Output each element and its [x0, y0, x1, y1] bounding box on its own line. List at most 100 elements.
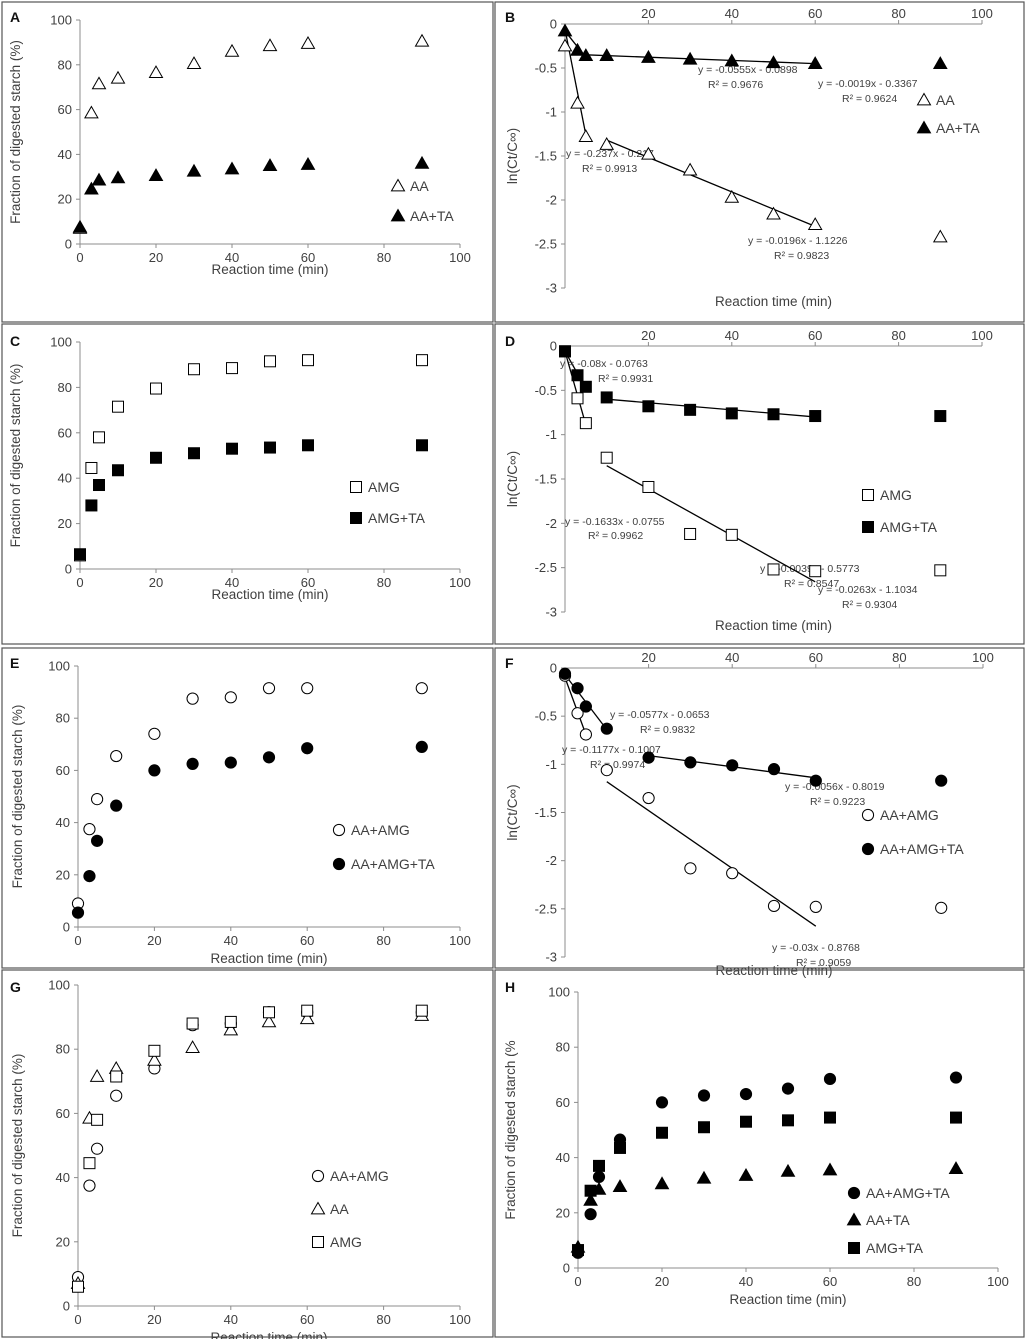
panel-c-data-point — [93, 479, 105, 492]
panel-h-legend: AA+AMG+TA AA+TA AMG+TA — [846, 1185, 950, 1256]
panel-h-y-tick-label: 60 — [556, 1095, 570, 1110]
panel-d-data-point — [684, 403, 697, 416]
panel-a-data-point — [84, 181, 99, 195]
panel-a-y-tick-label: 100 — [50, 13, 72, 28]
panel-d-fit-r2: R² = 0.8547 — [784, 578, 839, 590]
panel-c-y-tick-label: 100 — [50, 335, 72, 350]
panel-a-y-tick-label: 80 — [58, 57, 72, 72]
panel-g-data-point — [185, 1040, 200, 1053]
panel-b-series-1 — [557, 23, 948, 69]
panel-h-data-point — [948, 1161, 964, 1175]
panel-b-fit-r2: R² = 0.9913 — [582, 163, 637, 175]
panel-f-y-tick-label: -1 — [545, 757, 557, 772]
panel-b-data-point — [807, 217, 823, 231]
panel-b-x-tick-label: 40 — [725, 6, 739, 21]
panel-d-data-point — [934, 410, 947, 423]
panel-f-fit-equation: y = -0.03x - 0.8768 — [772, 942, 860, 954]
panel-e-data-point — [301, 682, 314, 695]
panel-d-fit-r2: R² = 0.9962 — [588, 530, 643, 542]
panel-d-data-point — [809, 565, 822, 578]
panel-a-x-tick-label: 60 — [301, 250, 315, 265]
panel-f-x-tick-label: 60 — [809, 650, 823, 665]
panel-d-data-point — [934, 564, 947, 577]
panel-f-data-point — [726, 867, 739, 880]
panel-e-series-0 — [71, 682, 428, 910]
panel-c-letter: C — [10, 333, 20, 349]
panel-c-data-point — [264, 441, 276, 454]
panel-g-x-tick-label: 60 — [300, 1312, 314, 1327]
panel-f-fit-equation: y = -0.1177x - 0.1007 — [562, 744, 661, 756]
panel-a-data-point — [186, 163, 202, 177]
panel-b-fit-r2: R² = 0.9624 — [842, 93, 897, 105]
panel-h-data-point — [740, 1115, 752, 1128]
panel-g-y-tick-label: 0 — [63, 1299, 70, 1314]
panel-g-x-tick-label: 80 — [376, 1312, 390, 1327]
panel-f-fit-equation: y = -0.0056x - 0.8019 — [785, 781, 885, 793]
panel-a-data-point — [148, 168, 164, 182]
panel-g-series-0 — [71, 1006, 428, 1284]
panel-f-x-tick-label: 40 — [725, 650, 739, 665]
panel-d-data-point — [600, 391, 613, 404]
panel-b-data-point — [682, 162, 698, 176]
panel-d-fit-equation: y = -0.08x - 0.0763 — [560, 358, 648, 370]
panel-h-x-tick-label: 40 — [739, 1274, 753, 1289]
panel-a-y-tick-label: 40 — [58, 147, 72, 162]
panel-h-data-point — [572, 1244, 584, 1257]
panel-a-data-point — [84, 105, 99, 119]
panel-h-x-tick-label: 20 — [655, 1274, 669, 1289]
panel-a-data-point — [91, 76, 107, 90]
panel-g-x-tick-label: 20 — [147, 1312, 161, 1327]
panel-c-data-point — [416, 439, 428, 452]
panel-c-x-tick-label: 20 — [149, 575, 163, 590]
panel-e-data-point — [262, 682, 276, 695]
panel-d-data-point — [571, 392, 584, 405]
panel-b-data-point — [932, 56, 948, 69]
panel-e-data-point — [186, 692, 199, 705]
panel-h-data-point — [656, 1126, 668, 1139]
panel-c-data-point — [93, 431, 105, 444]
panel-h-legend-marker — [847, 1186, 861, 1200]
panel-d-frame — [494, 323, 1025, 645]
panel-f-data-point — [809, 900, 822, 914]
panel-g-legend-marker — [312, 1236, 324, 1248]
panel-f-data-point — [579, 728, 593, 741]
panel-g-legend-label: AMG — [330, 1234, 362, 1250]
panel-f-y-tick-label: -0.5 — [535, 709, 557, 724]
panel-e-y-tick-label: 0 — [63, 920, 70, 935]
panel-h-legend-label: AA+AMG+TA — [866, 1185, 950, 1201]
panel-b-y-tick-label: -2.5 — [535, 237, 557, 252]
panel-h-legend-marker — [846, 1212, 862, 1226]
panel-f-data-point — [600, 722, 613, 735]
panel-g-data-point — [91, 1142, 104, 1155]
panel-b-y-tick-label: -0.5 — [535, 61, 557, 76]
panel-b-x-tick-label: 60 — [808, 6, 822, 21]
panel-e-data-point — [415, 682, 428, 695]
panel-e-y-tick-label: 60 — [56, 763, 70, 778]
panel-e-x-tick-label: 40 — [224, 933, 238, 948]
panel-g-data-point — [299, 1011, 315, 1025]
panel-c-y-tick-label: 0 — [65, 562, 72, 577]
panel-f-fit-line — [564, 677, 587, 735]
panel-c-data-point — [416, 354, 428, 367]
panel-b-y-tick-label: -1 — [545, 105, 557, 120]
panel-f-legend: AA+AMG AA+AMG+TA — [861, 807, 964, 857]
panel-c-y-tick-label: 40 — [58, 471, 72, 486]
panel-b-series-0 — [557, 38, 948, 243]
panel-h-data-point — [583, 1192, 598, 1206]
panel-h-x-tick-label: 60 — [823, 1274, 837, 1289]
panel-a-x-tick-label: 40 — [225, 250, 239, 265]
panel-h-data-point — [738, 1168, 754, 1181]
panel-h-data-point — [584, 1184, 597, 1197]
panel-d-series-1 — [559, 345, 947, 423]
panel-b-legend: AA AA+TA — [916, 92, 980, 136]
panel-d-fit-line — [606, 465, 816, 583]
panel-f-x-tick-label: 100 — [972, 650, 994, 665]
panel-c-x-tick-label: 100 — [449, 575, 471, 590]
panel-f-data-point — [642, 751, 655, 764]
panel-g-data-point — [147, 1052, 162, 1066]
panel-e-data-point — [148, 764, 161, 777]
panel-d-data-point — [571, 369, 584, 382]
panel-c-data-point — [150, 382, 162, 395]
panel-f-y-tick-label: -2 — [545, 853, 557, 868]
panel-c-legend-marker — [350, 512, 362, 524]
